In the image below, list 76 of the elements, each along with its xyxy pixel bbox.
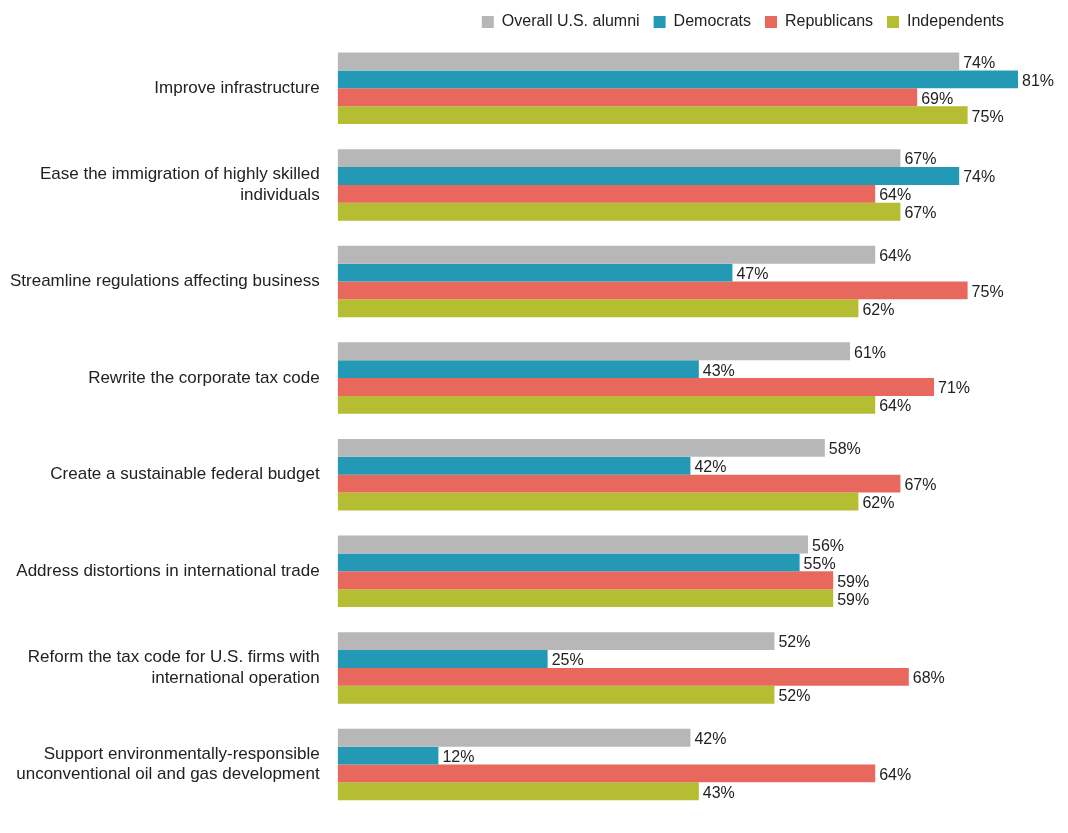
data-label: 69% xyxy=(921,89,954,107)
bar xyxy=(337,650,548,668)
data-label: 59% xyxy=(837,572,870,590)
y-tick-label: Create a sustainable federal budget xyxy=(50,464,320,484)
bar xyxy=(337,149,901,168)
bar xyxy=(337,474,901,493)
data-label: 42% xyxy=(694,730,727,748)
data-label: 62% xyxy=(862,300,895,318)
data-label: 67% xyxy=(904,204,937,222)
y-tick-label: Streamline regulations affecting business xyxy=(9,271,320,291)
data-label: 43% xyxy=(702,783,735,801)
data-label: 58% xyxy=(828,440,861,458)
legend-label: Democrats xyxy=(673,12,751,30)
bar xyxy=(337,202,901,221)
bar xyxy=(337,106,968,125)
data-label: 64% xyxy=(879,397,912,415)
bar xyxy=(337,685,775,704)
y-tick-label: Reform the tax code for U.S. firms with international operation xyxy=(27,647,320,687)
data-label: 25% xyxy=(551,651,584,669)
data-label: 64% xyxy=(879,247,912,265)
bar xyxy=(337,438,825,457)
data-label: 62% xyxy=(862,493,895,511)
bar xyxy=(337,70,1018,89)
data-label: 42% xyxy=(694,458,727,476)
data-label: 71% xyxy=(938,379,971,397)
data-label: 67% xyxy=(904,150,937,168)
data-label: 59% xyxy=(837,590,870,608)
bar xyxy=(337,342,851,361)
bar xyxy=(337,456,691,475)
data-label: 74% xyxy=(963,168,996,186)
data-label: 75% xyxy=(971,107,1004,125)
bar xyxy=(337,299,859,318)
y-tick-label: Improve infrastructure xyxy=(154,77,320,97)
bar xyxy=(337,492,859,511)
data-label: 64% xyxy=(879,186,912,204)
bar xyxy=(337,782,699,801)
bar xyxy=(337,589,834,608)
data-label: 68% xyxy=(912,669,945,687)
bar xyxy=(337,167,960,185)
bar xyxy=(337,553,800,572)
data-label: 61% xyxy=(854,343,887,361)
data-label: 47% xyxy=(736,264,769,282)
legend-label: Overall U.S. alumni xyxy=(501,12,640,30)
legend-label: Independents xyxy=(907,12,1005,30)
data-label: 52% xyxy=(778,687,811,705)
data-label: 52% xyxy=(778,633,811,651)
data-label: 55% xyxy=(803,554,836,572)
bar xyxy=(337,378,935,396)
data-label: 43% xyxy=(702,361,735,379)
bar xyxy=(337,52,960,71)
bar xyxy=(337,245,876,264)
data-label: 81% xyxy=(1022,71,1055,89)
bar xyxy=(337,281,968,300)
bar xyxy=(337,571,834,590)
data-label: 56% xyxy=(812,536,845,554)
y-tick-label: Address distortions in international trade xyxy=(16,560,320,580)
bar xyxy=(337,535,809,554)
bar xyxy=(337,632,775,651)
data-label: 12% xyxy=(442,747,475,765)
y-tick-label: Rewrite the corporate tax code xyxy=(88,367,320,387)
bar xyxy=(337,667,909,686)
data-label: 67% xyxy=(904,476,937,494)
bar xyxy=(337,184,876,203)
y-tick-label: Ease the immigration of highly skilled individuals xyxy=(39,164,320,204)
data-label: 75% xyxy=(971,282,1004,300)
bar xyxy=(337,263,733,282)
bar xyxy=(337,360,699,379)
legend-label: Republicans xyxy=(784,12,874,30)
data-label: 64% xyxy=(879,765,912,783)
bar xyxy=(337,395,876,414)
bar xyxy=(337,88,918,107)
bar xyxy=(337,746,439,765)
y-tick-label: Support environmentally-responsible unconventional oil and gas development xyxy=(16,743,320,784)
bar xyxy=(337,728,691,747)
bar xyxy=(337,764,876,783)
data-label: 74% xyxy=(963,53,996,71)
